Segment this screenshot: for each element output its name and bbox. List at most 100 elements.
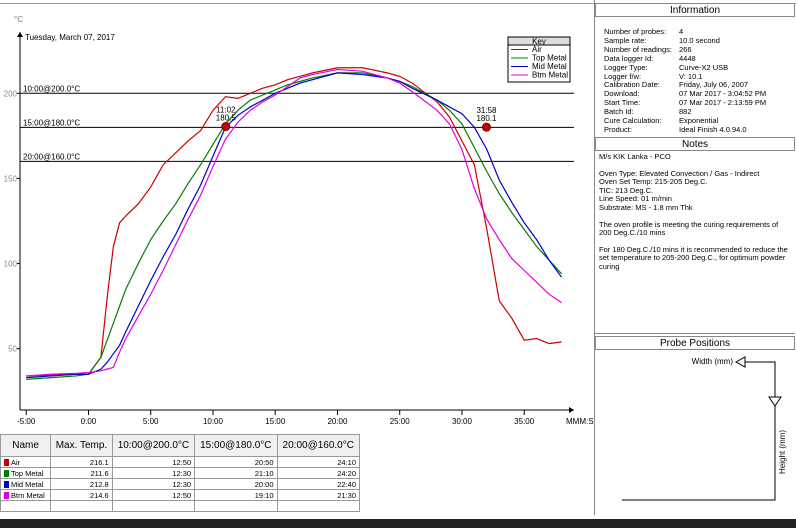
info-list: Number of probes: 4 Sample rate: 10.0 secon… bbox=[604, 27, 767, 135]
note-line: Substrate: MS - 1.8 mm Thk bbox=[599, 202, 693, 212]
info-value: V: 10.1 bbox=[679, 71, 703, 81]
cell-text: 12:50 bbox=[172, 457, 192, 467]
cell-text: 24:20 bbox=[337, 468, 356, 478]
column-header: 15:00@180.0°C bbox=[194, 434, 278, 457]
x-tick-label: 15:00 bbox=[265, 417, 286, 426]
color-swatch bbox=[4, 458, 9, 466]
axis-arrow bbox=[17, 32, 23, 37]
info-row: Number of probes: 4 bbox=[604, 27, 766, 37]
cell-text: 12:30 bbox=[172, 468, 192, 478]
note-paragraph: The oven profile is meeting the curing r… bbox=[599, 220, 791, 238]
table-cell: Top Metal bbox=[0, 467, 52, 479]
cell-text: Top Metal bbox=[11, 468, 44, 478]
x-tick-label: -5:00 bbox=[17, 417, 36, 426]
table-cell: 21:30 bbox=[276, 489, 361, 501]
note-paragraph: Oven Type: Elevated Convection / Gas - I… bbox=[599, 168, 791, 213]
y-tick-label: 100 bbox=[4, 260, 18, 269]
info-key: Logger f/w: bbox=[604, 71, 642, 81]
table-cell: 212.8 bbox=[50, 478, 113, 490]
x-tick-label: 20:00 bbox=[327, 417, 348, 426]
table-row: Air 216.1 12:50 20:50 24:10 bbox=[0, 456, 361, 468]
legend-label: Top Metal bbox=[532, 54, 567, 63]
marker-value: 180.5 bbox=[216, 114, 237, 123]
table-cell: Btm Metal bbox=[0, 489, 52, 501]
color-swatch bbox=[4, 491, 9, 499]
x-tick-label: 5:00 bbox=[143, 417, 159, 426]
divider bbox=[594, 0, 595, 515]
y-tick-label: 200 bbox=[4, 89, 18, 98]
height-label: Height (mm) bbox=[778, 430, 787, 474]
note-line: Oven Type: Elevated Convection / Gas - I… bbox=[599, 168, 760, 178]
chart: °C Tuesday, March 07, 2017 MMM:SS 50 100 1… bbox=[4, 15, 594, 426]
marker-time: 31:58 bbox=[476, 106, 497, 115]
table-row: Mid Metal 212.8 12:30 20:00 22:40 bbox=[0, 478, 361, 490]
info-row: Data logger Id: 4448 bbox=[604, 54, 766, 64]
arrow bbox=[768, 396, 782, 407]
table-cell bbox=[0, 500, 52, 512]
table-cell: 216.1 bbox=[50, 456, 113, 468]
cell-text: 24:10 bbox=[337, 457, 356, 467]
empty-row bbox=[0, 500, 361, 512]
cell-text: Mid Metal bbox=[11, 479, 44, 489]
x-tick-label: 10:00 bbox=[203, 417, 224, 426]
note-line: For 180 Deg.C./10 mins it is recommended… bbox=[599, 244, 788, 271]
info-key: Cure Calculation: bbox=[604, 116, 662, 126]
info-value: 07 Mar 2017 - 3:04:52 PM bbox=[679, 89, 767, 99]
reference-label: 20:00@160.0°C bbox=[23, 152, 80, 161]
y-tick-label: 50 bbox=[8, 345, 17, 354]
reference-label: 15:00@180.0°C bbox=[23, 118, 80, 127]
cell-text: 22:40 bbox=[337, 479, 356, 489]
info-key: Number of probes: bbox=[604, 27, 667, 36]
table-cell: 12:50 bbox=[111, 489, 196, 501]
marker bbox=[221, 122, 231, 131]
column-header: 10:00@200.0°C bbox=[111, 434, 196, 457]
connector bbox=[745, 361, 776, 398]
summary-table: Name Max. Temp. 10:00@200.0°C 15:00@180.0°C… bbox=[0, 434, 361, 512]
chart-subtitle: Tuesday, March 07, 2017 bbox=[25, 33, 115, 42]
table-cell: 12:30 bbox=[111, 478, 196, 490]
info-key: Logger Type: bbox=[604, 62, 648, 72]
table-row: Btm Metal 214.6 12:50 19:10 21:30 bbox=[0, 489, 361, 501]
info-row: Logger f/w: V: 10.1 bbox=[604, 71, 766, 82]
info-key: Sample rate: bbox=[604, 35, 647, 45]
cell-text: 216.1 bbox=[89, 457, 109, 467]
series-line bbox=[26, 67, 562, 377]
notes-bottom bbox=[595, 333, 795, 334]
table-cell: Mid Metal bbox=[0, 478, 52, 490]
info-value: 4 bbox=[679, 27, 684, 36]
series-line bbox=[26, 72, 562, 380]
table-cell: 12:30 bbox=[111, 467, 196, 479]
table-cell bbox=[111, 500, 196, 512]
table-cell bbox=[194, 500, 278, 512]
legend-label: Mid Metal bbox=[532, 62, 567, 71]
info-value: Exponential bbox=[679, 116, 719, 126]
info-value: Friday, July 06, 2007 bbox=[679, 80, 749, 90]
legend-title: Key bbox=[532, 37, 546, 46]
top-strip bbox=[0, 0, 796, 4]
x-tick-label: 25:00 bbox=[390, 417, 411, 426]
x-axis-label: MMM:SS bbox=[566, 417, 594, 426]
legend-head bbox=[507, 36, 571, 46]
cell-text: 12:30 bbox=[172, 479, 192, 489]
info-value: 07 Mar 2017 - 2:13:59 PM bbox=[679, 98, 767, 108]
info-row: Batch Id: 882 bbox=[604, 107, 766, 117]
table-cell: 21:10 bbox=[194, 467, 278, 479]
series-line bbox=[26, 68, 562, 377]
table-cell: 20:00 bbox=[194, 478, 278, 490]
axis-arrow bbox=[569, 407, 574, 413]
notes-body: M/s KIK Lanka - PCO Oven Type: Elevated C… bbox=[599, 152, 791, 280]
y-unit: °C bbox=[14, 15, 23, 24]
info-value: 266 bbox=[679, 44, 692, 54]
column-header: Name bbox=[0, 434, 52, 457]
info-key: Calibration Date: bbox=[604, 80, 660, 90]
marker-time: 11:02 bbox=[216, 106, 236, 115]
marker-value: 180.1 bbox=[476, 114, 497, 123]
note-line: TIC: 213 Deg.C. bbox=[599, 185, 654, 195]
table-cell: 19:10 bbox=[194, 489, 278, 501]
table-cell: 12:50 bbox=[111, 456, 196, 468]
cell-text: 20:00 bbox=[254, 479, 274, 489]
probe-diagram: Width (mm) Height (mm) bbox=[622, 356, 787, 501]
note-paragraph: For 180 Deg.C./10 mins it is recommended… bbox=[599, 244, 791, 272]
cell-text: 20:50 bbox=[254, 457, 274, 467]
